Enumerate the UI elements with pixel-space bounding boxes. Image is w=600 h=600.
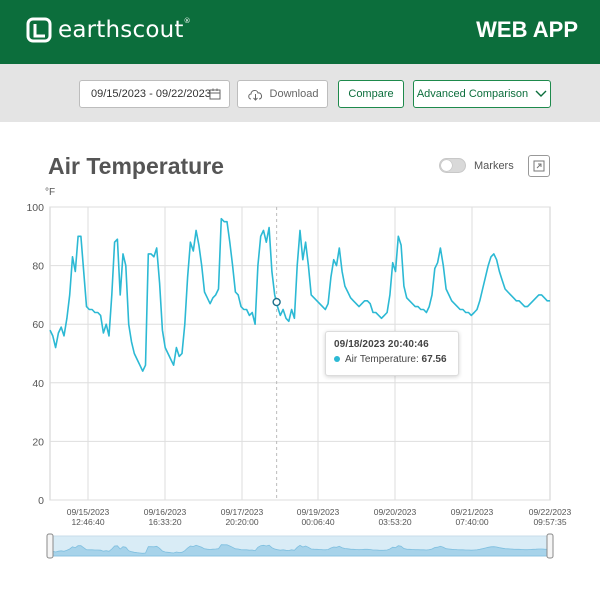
chart-title: Air Temperature [48, 153, 224, 179]
x-tick-label: 09/21/2023 [451, 507, 494, 517]
tooltip-series: Air Temperature: 67.56 [334, 354, 450, 365]
x-tick-label: 09:57:35 [533, 517, 566, 527]
series-dot-icon [334, 356, 340, 362]
calendar-icon [209, 88, 221, 100]
x-tick-label: 12:46:40 [71, 517, 104, 527]
expand-icon [533, 160, 545, 172]
date-range-value: 09/15/2023 - 09/22/2023 [91, 88, 211, 100]
x-tick-label: 09/16/2023 [144, 507, 187, 517]
advanced-comparison-label: Advanced Comparison [416, 88, 529, 100]
app-label: WEB APP [476, 17, 578, 42]
compare-button[interactable]: Compare [338, 80, 404, 108]
x-tick-label: 09/17/2023 [221, 507, 264, 517]
chart-tooltip: 09/18/2023 20:40:46 Air Temperature: 67.… [325, 331, 459, 376]
tooltip-value: 67.56 [421, 354, 447, 365]
plot-frame [49, 206, 551, 501]
markers-label: Markers [474, 160, 514, 172]
tooltip-time: 09/18/2023 20:40:46 [334, 339, 429, 350]
toolbar: 09/15/2023 - 09/22/2023 Download Compare… [0, 64, 600, 122]
cloud-download-icon [247, 89, 262, 101]
y-tick-label: 20 [32, 436, 44, 448]
toggle-knob [441, 160, 452, 171]
brand-logo[interactable]: earthscout® [26, 17, 191, 43]
y-tick-label: 100 [26, 202, 44, 214]
y-axis-unit: °F [45, 187, 55, 198]
navigator-series [49, 544, 551, 557]
download-label: Download [269, 88, 319, 100]
earthscout-logo-icon [26, 17, 52, 43]
highlighted-point [272, 297, 281, 307]
navigator-handle-right [546, 533, 554, 559]
brand-name: earthscout® [58, 17, 191, 43]
x-tick-label: 09/15/2023 [67, 507, 110, 517]
y-tick-label: 40 [32, 378, 44, 390]
x-tick-label: 09/20/2023 [374, 507, 417, 517]
app-header: earthscout® WEB APP [0, 0, 600, 64]
y-tick-label: 60 [32, 319, 44, 331]
x-tick-label: 07:40:00 [455, 517, 488, 527]
x-tick-label: 00:06:40 [301, 517, 334, 527]
advanced-comparison-dropdown[interactable]: Advanced Comparison [413, 80, 551, 108]
date-range-picker[interactable]: 09/15/2023 - 09/22/2023 [79, 80, 230, 108]
x-tick-label: 09/19/2023 [297, 507, 340, 517]
x-tick-label: 20:20:00 [225, 517, 258, 527]
markers-toggle[interactable] [439, 158, 466, 173]
x-tick-label: 16:33:20 [148, 517, 181, 527]
x-tick-label: 09/22/2023 [529, 507, 572, 517]
y-tick-label: 0 [38, 495, 44, 507]
series-line-air-temperature [49, 217, 550, 372]
expand-chart-button[interactable] [528, 155, 550, 177]
x-tick-label: 03:53:20 [378, 517, 411, 527]
navigator-handle-left [46, 533, 54, 559]
chevron-down-icon [535, 90, 547, 97]
y-tick-label: 80 [32, 261, 44, 273]
download-button[interactable]: Download [237, 80, 328, 108]
